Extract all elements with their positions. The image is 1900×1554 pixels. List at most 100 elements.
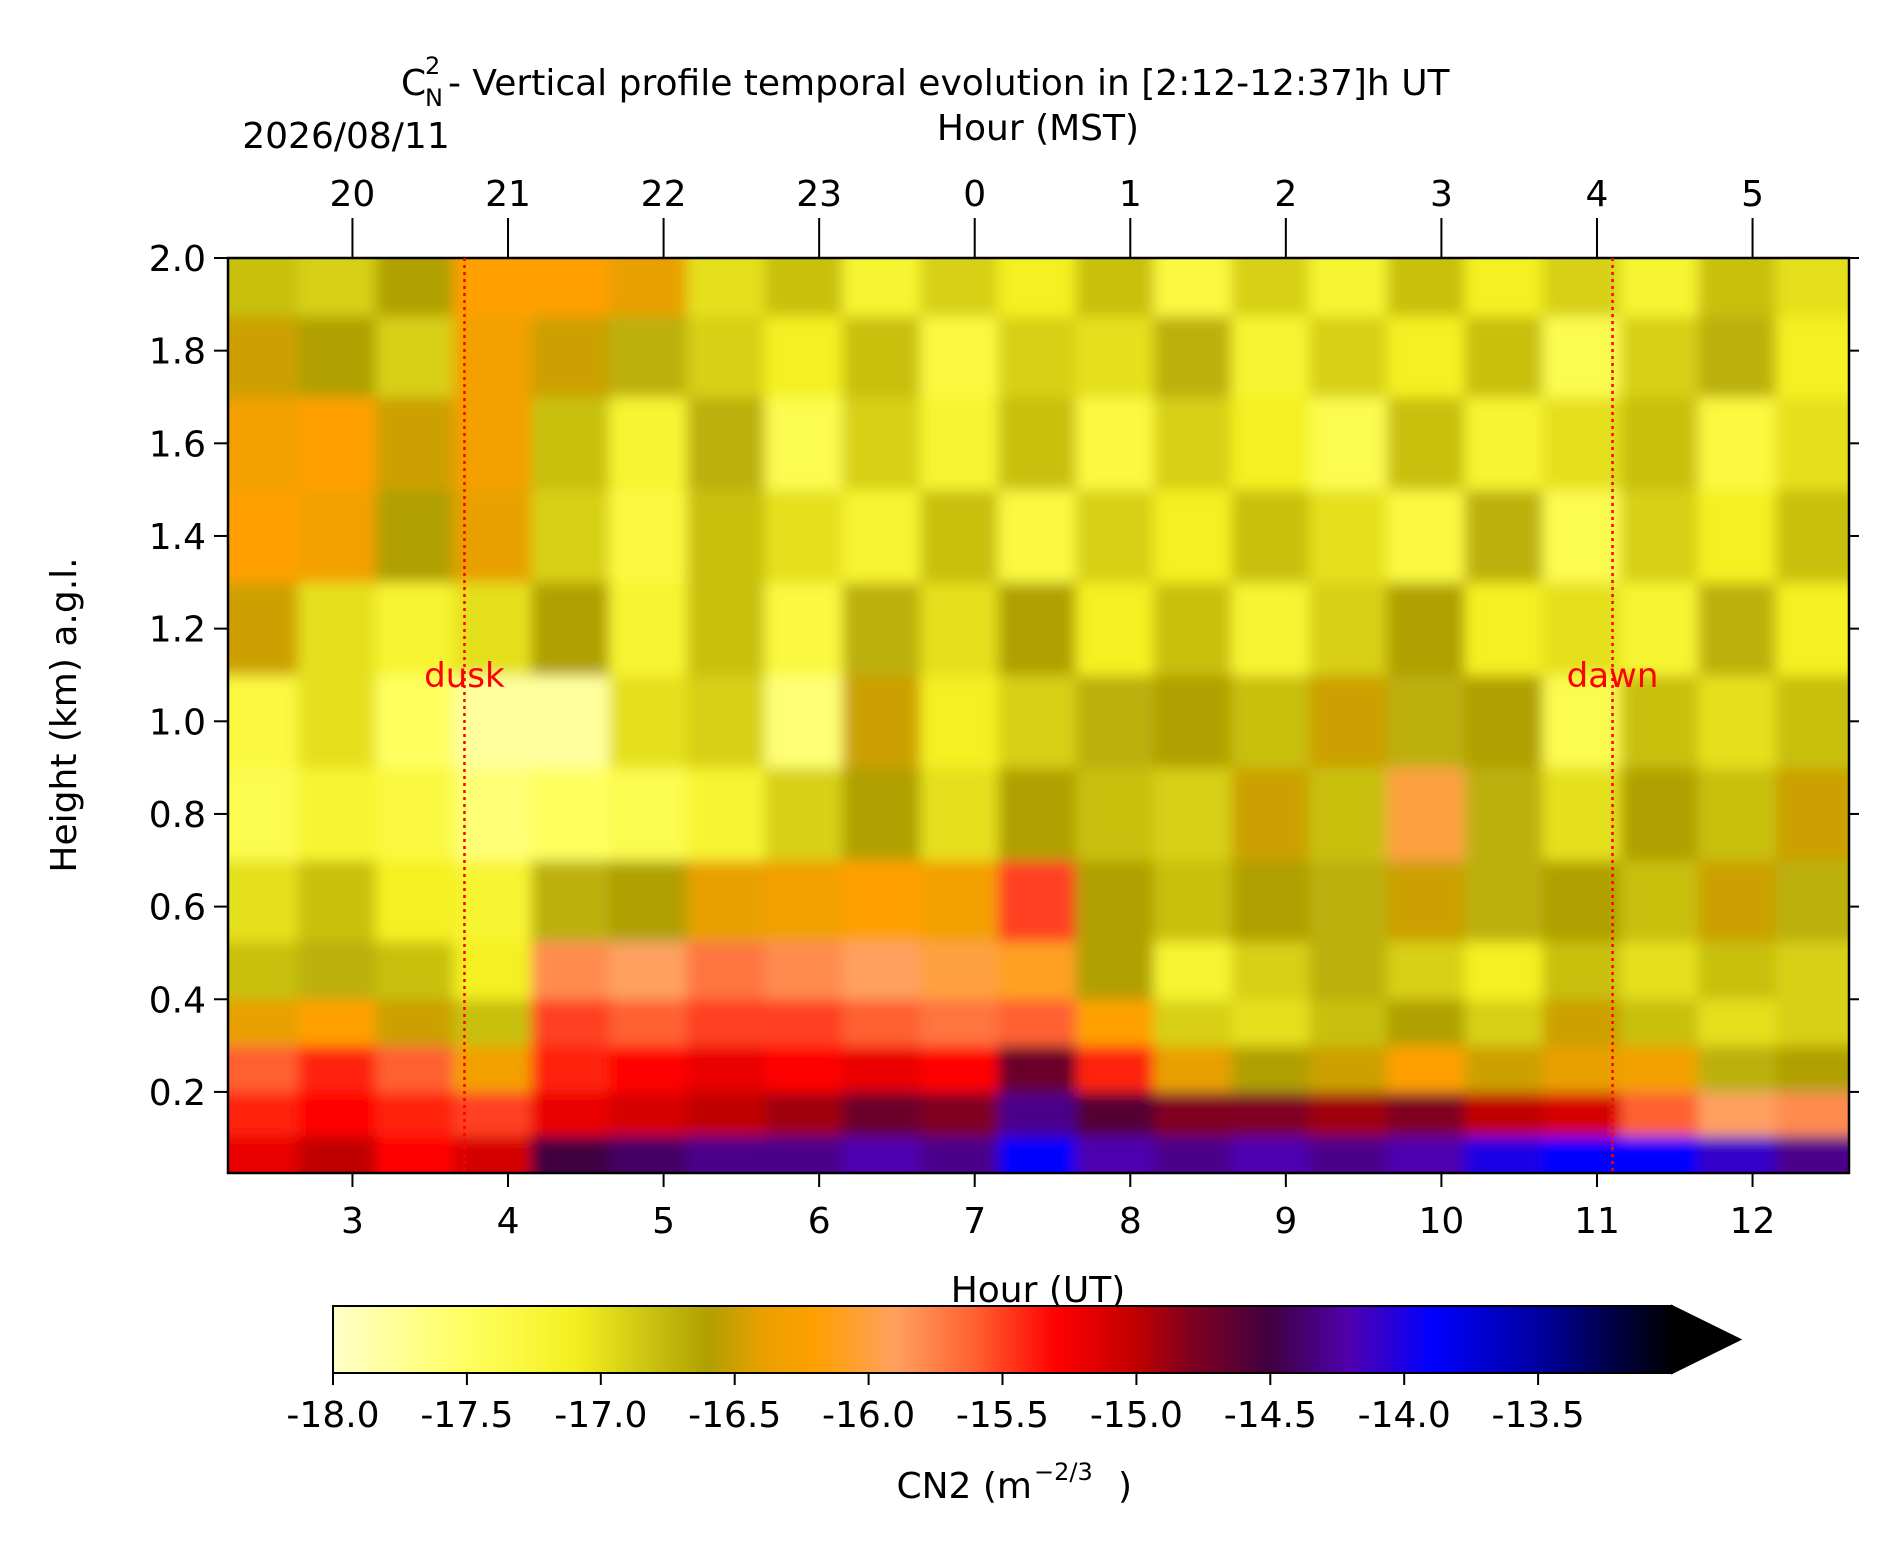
heatmap-cell <box>1231 1135 1310 1173</box>
colorbar-tick-label: -17.0 <box>554 1395 647 1436</box>
heatmap-cell <box>1775 396 1849 491</box>
heatmap-cell <box>1464 582 1544 676</box>
heatmap-cell <box>920 396 999 491</box>
heatmap-cell <box>1464 1135 1544 1173</box>
heatmap-cell <box>920 999 999 1047</box>
heatmap-cell <box>1153 1045 1232 1093</box>
title-symbol: C <box>401 63 426 104</box>
heatmap-cell <box>1464 674 1544 769</box>
colorbar-segment <box>761 1306 816 1373</box>
heatmap-cell <box>228 860 299 942</box>
heatmap-cell <box>531 1135 610 1173</box>
heatmap-cell <box>764 1135 843 1173</box>
heatmap-cell <box>228 674 299 769</box>
heatmap-cell <box>998 767 1077 861</box>
heatmap-cell <box>1542 860 1621 942</box>
heatmap-cell <box>531 396 610 491</box>
heatmap-cell <box>686 582 766 676</box>
colorbar-segment <box>1189 1306 1271 1373</box>
heatmap-cell <box>1309 315 1388 398</box>
heatmap-cell <box>1542 1091 1621 1137</box>
heatmap-cell <box>920 941 999 1000</box>
heatmap-cell <box>228 999 299 1047</box>
heatmap-cell <box>842 767 921 861</box>
heatmap-cell <box>1775 767 1849 861</box>
heatmap-cell <box>228 941 299 1000</box>
heatmap-cell <box>375 1091 455 1137</box>
heatmap-cell <box>686 767 766 861</box>
y-tick-label: 0.6 <box>149 888 206 929</box>
y-tick-label: 0.8 <box>149 795 206 836</box>
heatmap-cell <box>998 999 1077 1047</box>
x2-tick-label: 22 <box>641 174 687 215</box>
heatmap-cell <box>531 860 610 942</box>
heatmap-cell <box>375 860 455 942</box>
heatmap-cell <box>1775 582 1849 676</box>
heatmap-cell <box>609 860 688 942</box>
heatmap-cell <box>1775 860 1849 942</box>
x-tick-label: 4 <box>497 1201 520 1242</box>
heatmap-cell <box>1698 1135 1777 1173</box>
heatmap-cell <box>1153 767 1232 861</box>
heatmap-cell <box>609 315 688 398</box>
heatmap-cell <box>1386 489 1466 583</box>
heatmap-cell <box>1231 1045 1310 1093</box>
heatmap-cell <box>764 941 843 1000</box>
y-tick-label: 2.0 <box>149 239 206 280</box>
x-tick-label: 12 <box>1730 1201 1776 1242</box>
heatmap-cell <box>1698 860 1777 942</box>
colorbar-segment <box>1136 1306 1191 1373</box>
heatmap-cell <box>686 860 766 942</box>
heatmap-cell <box>1075 396 1155 491</box>
colorbar-tick-label: -13.5 <box>1492 1395 1585 1436</box>
plot-frame <box>226 256 1851 1175</box>
heatmap-cell <box>453 999 532 1047</box>
heatmap-cell <box>1542 396 1621 491</box>
heatmap-cell <box>1620 1045 1699 1093</box>
heatmap-cell <box>1542 941 1621 1000</box>
heatmap-cell <box>764 767 843 861</box>
heatmap-cell <box>1309 258 1388 317</box>
heatmap-cell <box>1153 860 1232 942</box>
heatmap-cell <box>453 489 532 583</box>
heatmap-cell <box>998 1045 1077 1093</box>
heatmap-cell <box>453 258 532 317</box>
heatmap-cell <box>228 1091 299 1137</box>
heatmap-cell <box>1620 767 1699 861</box>
y-tick-label: 1.6 <box>149 424 206 465</box>
heatmap-cell <box>609 489 688 583</box>
heatmap-cell <box>1542 767 1621 861</box>
heatmap-cell <box>1386 1135 1466 1173</box>
heatmap-cell <box>1698 1045 1777 1093</box>
heatmap-cell <box>1620 674 1699 769</box>
heatmap-cell <box>1153 674 1232 769</box>
heatmap-cell <box>375 1045 455 1093</box>
y-tick-label: 1.0 <box>149 702 206 743</box>
heatmap-cell <box>686 999 766 1047</box>
y-tick-label: 0.4 <box>149 980 206 1021</box>
heatmap-cell <box>1620 860 1699 942</box>
heatmap-cell <box>998 674 1077 769</box>
heatmap-cell <box>1309 941 1388 1000</box>
heatmap-cell <box>1698 315 1777 398</box>
x2-tick-label: 5 <box>1741 174 1764 215</box>
heatmap-cell <box>1075 1135 1155 1173</box>
heatmap-cell <box>1464 999 1544 1047</box>
heatmap-cell <box>842 1135 921 1173</box>
heatmap-cell <box>998 396 1077 491</box>
heatmap-cell <box>298 1091 377 1137</box>
heatmap-cell <box>228 767 299 861</box>
heatmap-cell <box>1464 315 1544 398</box>
heatmap-cell <box>998 315 1077 398</box>
heatmap-cell <box>920 1045 999 1093</box>
heatmap-cell <box>1464 767 1544 861</box>
annotation-text: dawn <box>1567 656 1659 696</box>
heatmap-cell <box>764 999 843 1047</box>
heatmap-cell <box>686 1045 766 1093</box>
colorbar-tick-label: -18.0 <box>286 1395 379 1436</box>
heatmap-cell <box>1075 941 1155 1000</box>
heatmap-cell <box>920 1091 999 1137</box>
heatmap-cell <box>1309 1091 1388 1137</box>
y-tick-label: 0.2 <box>149 1073 206 1114</box>
